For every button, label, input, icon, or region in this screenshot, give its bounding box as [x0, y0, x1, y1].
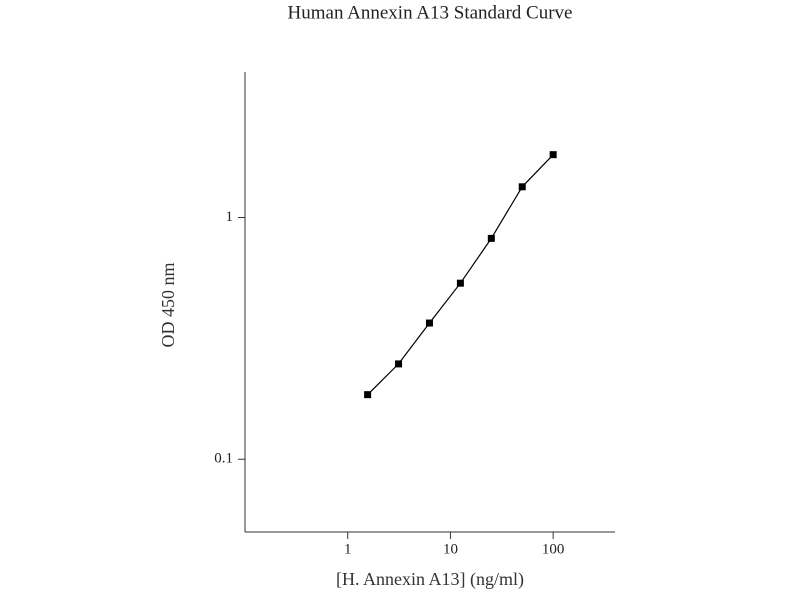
point: [549, 151, 557, 159]
point: [518, 183, 526, 191]
x-tick-label: 100: [542, 541, 565, 557]
point: [395, 360, 403, 368]
point: [487, 234, 495, 242]
x-axis-label: [H. Annexin A13] (ng/ml): [336, 569, 524, 590]
y-axis-label: OD 450 nm: [158, 263, 178, 348]
y-tick-label: 1: [226, 209, 234, 225]
point: [425, 319, 433, 327]
y-tick-label: 0.1: [214, 451, 233, 467]
point: [456, 279, 464, 287]
point: [364, 391, 372, 399]
x-tick-label: 1: [344, 541, 352, 557]
chart-title: Human Annexin A13 Standard Curve: [288, 2, 573, 23]
curve: [367, 154, 554, 396]
x-tick-label: 10: [443, 541, 458, 557]
